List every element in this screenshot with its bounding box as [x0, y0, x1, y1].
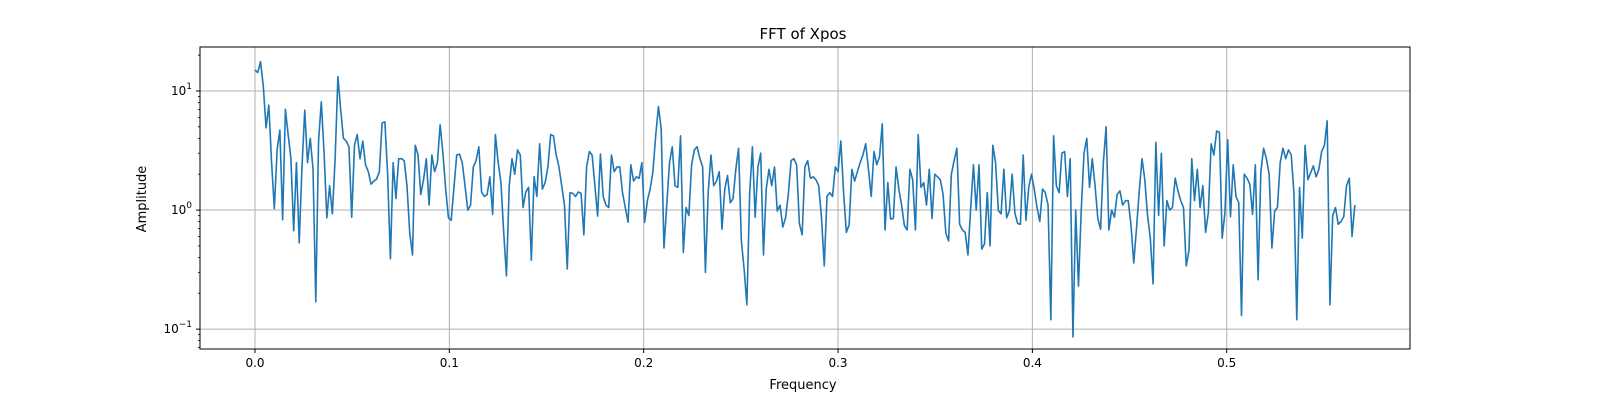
y-tick-exponent: 1: [186, 82, 192, 92]
x-tick-label: 0.2: [634, 356, 653, 370]
series-line: [254, 60, 1356, 338]
y-tick-label: 10−1: [163, 320, 192, 336]
y-tick-base: 10: [171, 84, 186, 98]
x-tick-label: 0.0: [245, 356, 264, 370]
y-tick-exponent: 0: [186, 201, 192, 211]
x-tick-label: 0.4: [1023, 356, 1042, 370]
chart-title: FFT of Xpos: [760, 25, 847, 43]
x-tick-label: 0.5: [1217, 356, 1236, 370]
y-tick-base: 10: [163, 322, 178, 336]
x-tick-label: 0.3: [828, 356, 847, 370]
x-tick-label: 0.1: [440, 356, 459, 370]
y-axis-label: Amplitude: [135, 166, 150, 233]
y-tick-label: 101: [171, 82, 192, 98]
x-axis-label: Frequency: [769, 378, 836, 393]
y-tick-exponent: −1: [179, 320, 192, 330]
line-layer: [254, 60, 1356, 338]
y-tick-label: 100: [171, 201, 192, 217]
y-tick-base: 10: [171, 203, 186, 217]
axes-frame: [199, 46, 1411, 350]
